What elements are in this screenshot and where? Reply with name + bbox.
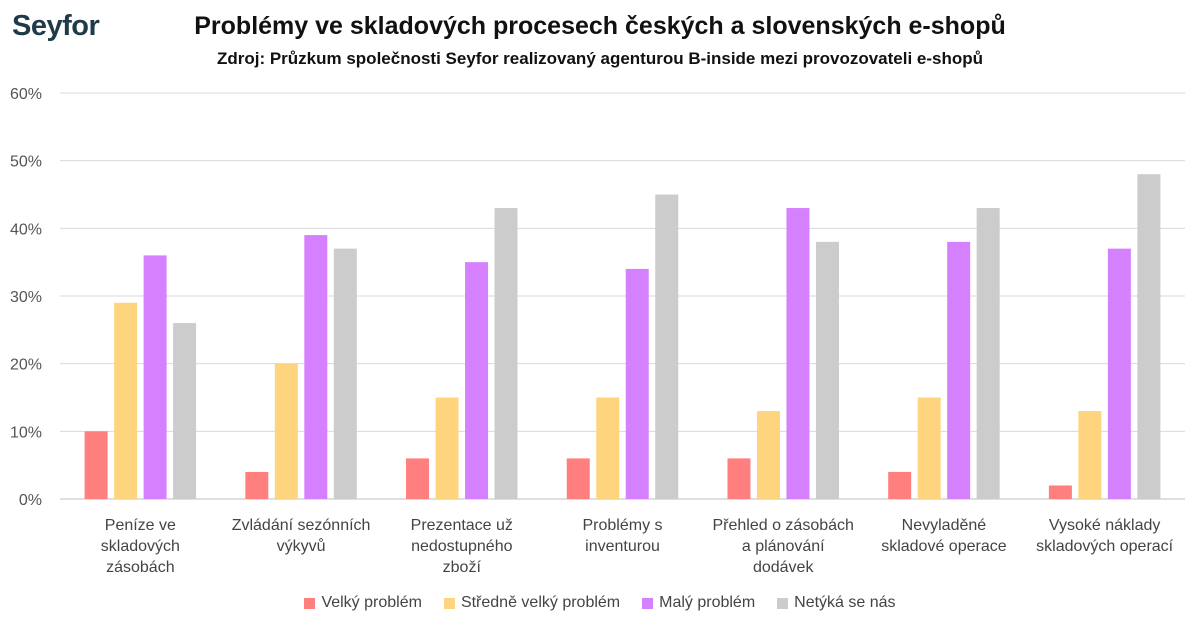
bar (173, 323, 197, 499)
bar (274, 363, 298, 499)
legend-swatch (443, 597, 455, 609)
y-tick-label: 60% (10, 86, 42, 103)
x-category-label: Prezentace už nedostupného zboží (411, 517, 513, 576)
bar (84, 431, 108, 499)
y-tick-label: 0% (19, 492, 42, 509)
bar (727, 458, 751, 499)
bar (245, 471, 269, 499)
y-tick-label: 50% (10, 154, 42, 171)
bar (494, 208, 518, 500)
bar (1048, 485, 1072, 499)
legend-label: Malý problém (659, 594, 756, 611)
legend-item-netyka: Netýká se nás (777, 594, 896, 612)
legend-item-stredne: Středně velký problém (443, 594, 621, 612)
legend-swatch (777, 597, 789, 609)
y-tick-label: 40% (10, 221, 42, 238)
bar (596, 397, 620, 499)
seyfor-logo: Seyfor (12, 10, 100, 42)
bar (756, 411, 780, 499)
legend-label: Netýká se nás (794, 594, 896, 611)
bar (786, 208, 810, 500)
bar (406, 458, 430, 499)
x-category-label: Zvládání sezónních výkyvů (232, 517, 371, 555)
bar (947, 241, 971, 499)
y-tick-label: 30% (10, 289, 42, 306)
chart-legend: Velký problém Středně velký problém Malý… (0, 594, 1200, 612)
y-tick-label: 20% (10, 357, 42, 374)
legend-label: Středně velký problém (460, 594, 621, 611)
legend-swatch (642, 597, 654, 609)
bar (1137, 174, 1161, 499)
bar (304, 235, 328, 499)
bar (976, 208, 1000, 500)
bar (566, 458, 590, 499)
x-category-label: Problémy s inventurou (582, 517, 662, 555)
bar (1107, 248, 1131, 499)
legend-item-velky: Velký problém (304, 594, 422, 612)
x-category-label: Peníze ve skladových zásobách (101, 517, 180, 576)
legend-label: Velký problém (321, 594, 422, 611)
bar (435, 397, 459, 499)
chart-title: Problémy ve skladových procesech českých… (194, 12, 1006, 40)
bar (114, 302, 138, 499)
bar (1078, 411, 1102, 499)
x-category-label: Přehled o zásobách a plánování dodávek (712, 517, 853, 576)
bar (333, 248, 357, 499)
legend-swatch (304, 597, 316, 609)
x-category-label: Nevyladěné skladové operace (881, 517, 1007, 555)
bar (625, 268, 649, 499)
bar (143, 255, 167, 499)
bar (815, 241, 839, 499)
bar (917, 397, 941, 499)
bar (465, 262, 489, 499)
y-tick-label: 10% (10, 424, 42, 441)
chart-subtitle: Zdroj: Průzkum společnosti Seyfor realiz… (216, 49, 984, 68)
legend-item-maly: Malý problém (642, 594, 755, 612)
bar (655, 194, 679, 499)
bar (888, 471, 912, 499)
x-category-label: Vysoké náklady skladových operací (1036, 517, 1174, 555)
